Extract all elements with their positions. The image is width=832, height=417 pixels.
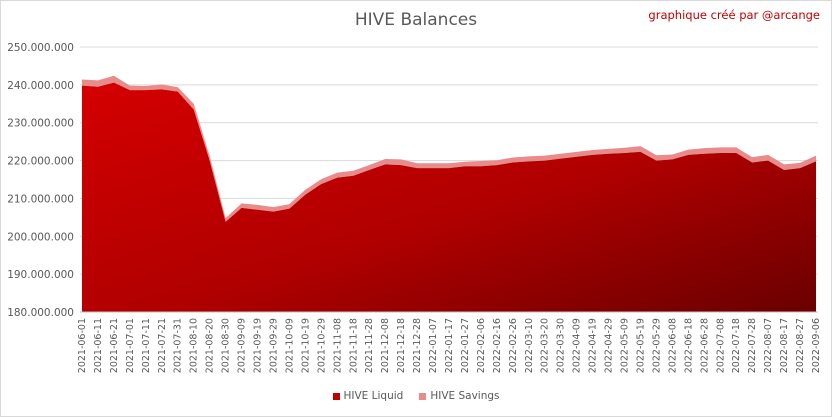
x-tick-label: 2022-08-27	[795, 318, 806, 373]
x-tick-label: 2022-06-28	[699, 318, 710, 373]
x-tick-label: 2022-07-28	[747, 318, 758, 373]
x-tick-label: 2021-12-08	[380, 318, 391, 373]
x-tick-label: 2022-02-06	[476, 318, 487, 373]
x-tick-label: 2022-07-18	[731, 318, 742, 373]
x-tick-label: 2022-02-16	[492, 318, 503, 373]
x-tick-label: 2022-06-18	[683, 318, 694, 373]
y-tick-label: 250.000.000	[7, 42, 74, 54]
chart-credit: graphique créé par @arcange	[648, 8, 820, 22]
x-tick-label: 2021-12-28	[412, 318, 423, 373]
x-tick-label: 2022-06-08	[667, 318, 678, 373]
legend-swatch-liquid	[332, 392, 340, 400]
x-tick-label: 2021-11-18	[348, 318, 359, 373]
legend-item-savings: HIVE Savings	[419, 390, 500, 402]
y-tick-label: 240.000.000	[7, 80, 74, 92]
y-tick-label: 230.000.000	[7, 118, 74, 130]
series-area-hive-liquid	[82, 82, 816, 312]
legend-label-savings: HIVE Savings	[430, 390, 500, 402]
x-tick-label: 2022-05-19	[635, 318, 646, 373]
x-tick-label: 2021-11-28	[364, 318, 375, 373]
x-tick-label: 2021-08-20	[205, 318, 216, 373]
x-tick-label: 2022-04-09	[572, 318, 583, 373]
x-tick-label: 2021-06-21	[109, 318, 120, 373]
x-tick-label: 2021-06-11	[93, 318, 104, 373]
x-tick-label: 2022-08-07	[763, 318, 774, 373]
x-tick-label: 2022-01-27	[460, 318, 471, 373]
legend-item-liquid: HIVE Liquid	[332, 390, 404, 402]
y-tick-label: 210.000.000	[7, 193, 74, 205]
x-tick-label: 2021-12-18	[396, 318, 407, 373]
x-tick-label: 2021-07-21	[157, 318, 168, 373]
y-tick-label: 200.000.000	[7, 231, 74, 243]
x-tick-label: 2022-05-29	[651, 318, 662, 373]
x-tick-label: 2021-09-29	[268, 318, 279, 373]
x-tick-label: 2022-01-07	[428, 318, 439, 373]
x-tick-label: 2021-10-29	[316, 318, 327, 373]
x-tick-label: 2022-08-17	[779, 318, 790, 373]
x-tick-label: 2022-03-10	[524, 318, 535, 373]
y-tick-label: 220.000.000	[7, 156, 74, 168]
x-tick-label: 2021-11-08	[332, 318, 343, 373]
x-tick-label: 2021-07-31	[173, 318, 184, 373]
x-tick-label: 2021-09-09	[237, 318, 248, 373]
x-tick-label: 2022-04-29	[604, 318, 615, 373]
y-tick-label: 190.000.000	[7, 269, 74, 281]
x-tick-label: 2022-04-19	[588, 318, 599, 373]
x-tick-label: 2022-02-26	[508, 318, 519, 373]
chart-title: HIVE Balances	[354, 10, 478, 30]
x-tick-label: 2022-01-17	[444, 318, 455, 373]
x-tick-label: 2021-07-11	[141, 318, 152, 373]
x-tick-label: 2022-03-30	[556, 318, 567, 373]
x-tick-label: 2022-05-09	[620, 318, 631, 373]
x-tick-label: 2021-08-10	[189, 318, 200, 373]
x-tick-label: 2022-03-20	[540, 318, 551, 373]
x-tick-label: 2021-10-09	[284, 318, 295, 373]
x-tick-label: 2021-09-19	[253, 318, 264, 373]
y-tick-label: 180.000.000	[7, 307, 74, 319]
x-tick-label: 2022-09-06	[811, 318, 822, 373]
x-tick-label: 2021-08-30	[221, 318, 232, 373]
x-tick-label: 2021-10-19	[300, 318, 311, 373]
x-tick-label: 2021-07-01	[125, 318, 136, 373]
x-tick-label: 2022-07-08	[715, 318, 726, 373]
legend-label-liquid: HIVE Liquid	[343, 390, 404, 402]
legend-swatch-savings	[419, 392, 427, 400]
chart-legend: HIVE Liquid HIVE Savings	[0, 390, 832, 402]
x-tick-label: 2021-06-01	[77, 318, 88, 373]
